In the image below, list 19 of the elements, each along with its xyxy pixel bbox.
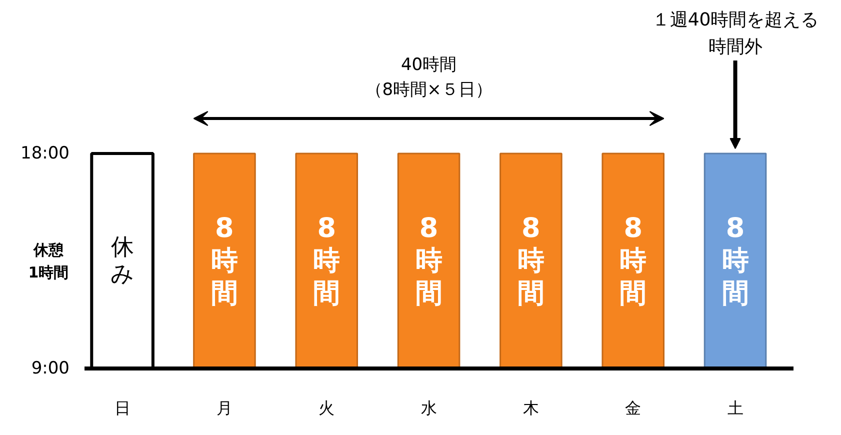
x-tick-label: 日 xyxy=(114,398,130,418)
y-axis-title: 休憩1時間 xyxy=(28,240,69,282)
annotation: 8時間 xyxy=(620,212,647,310)
x-tick-label: 水 xyxy=(420,398,437,418)
text: 40時間（8時間×５日） xyxy=(365,55,492,100)
y-tick-label: 18:00 xyxy=(20,144,70,164)
x-tick-label: 金 xyxy=(625,398,642,418)
annotation: 8時間 xyxy=(210,212,238,310)
x-tick-label: 木 xyxy=(522,398,539,418)
annotation: １週40時間を超える時間外 xyxy=(652,9,819,58)
annotation: 8時間 xyxy=(415,212,442,310)
x-tick-label: 月 xyxy=(216,398,232,418)
annotation: 休み xyxy=(110,234,134,288)
annotation: 8時間 xyxy=(722,212,749,310)
y-tick-label: 9:00 xyxy=(31,358,70,378)
annotation: 8時間 xyxy=(313,212,340,310)
x-tick-label: 火 xyxy=(318,398,335,418)
x-tick-label: 土 xyxy=(727,398,744,418)
annotation: 8時間 xyxy=(517,212,544,310)
